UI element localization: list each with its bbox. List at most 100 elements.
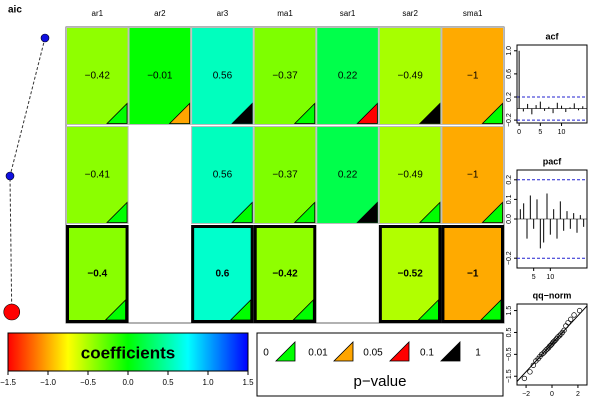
pvalue-triangle [106,201,128,223]
pvalue-triangle [168,102,191,124]
qq-point [521,375,528,382]
coef-label: −0.01 [147,71,173,82]
qq-point [541,349,548,355]
qq-line [517,305,587,382]
coef-cell [441,225,504,323]
pvalue-triangle [417,299,439,321]
pvalue-triangle [293,102,316,124]
y-tick-label: −0.5 [506,347,513,361]
coef-cell [191,225,254,323]
coef-label: −0.52 [397,269,423,280]
coef-cell [253,27,317,125]
panel-frame [516,44,588,124]
pvalue-triangle [481,102,503,124]
qq-point [552,337,559,343]
pvalue-break-label: 1 [475,348,481,359]
coef-label: −0.49 [397,71,423,82]
qq-point [555,334,561,340]
pvalue-triangle [293,201,316,223]
coef-cell [378,225,442,323]
pvalue-triangle [106,102,128,124]
coef-label: −1 [467,170,479,181]
aic-point [40,33,50,43]
column-label: sma1 [463,9,483,18]
pvalue-break-label: 0.1 [420,348,434,359]
qq-point [556,333,563,339]
pvalue-triangle [356,201,378,223]
coef-cell [378,126,442,224]
x-tick-label: −2 [522,391,530,398]
coef-label: −0.4 [87,269,107,280]
y-tick-label: 0.2 [506,92,513,102]
pvalue-swatch [440,341,461,362]
coef-cell [441,126,504,224]
colorbar-tick-label: −1.0 [40,378,56,387]
coef-cell [441,27,504,125]
pvalue-break-label: 0 [263,348,269,359]
pvalue-triangle [229,299,252,321]
pvalue-triangle [104,299,126,321]
colorbar-tick-label: 0.5 [162,378,174,387]
x-tick-label: 0 [517,129,521,136]
column-label: sar2 [402,9,418,18]
qq-point [563,323,569,329]
qq-point [561,327,567,333]
pvalue-swatch [333,341,354,362]
column-label: ar3 [217,9,229,18]
panel-title: qq−norm [533,290,572,300]
coef-label: 0.6 [215,269,229,280]
pvalue-break-label: 0.01 [308,348,328,359]
coef-label: −0.42 [272,269,298,280]
pvalue-triangle [418,201,441,223]
y-tick-label: 0.2 [506,175,513,185]
colorbar-tick-label: −0.5 [80,378,96,387]
pvalue-swatch [389,341,410,362]
y-tick-label: 0.0 [506,214,513,224]
pvalue-triangle [292,299,314,321]
panel-title: pacf [543,156,563,166]
qq-point [571,312,577,318]
pvalue-triangle [356,102,378,124]
coef-cell [378,27,442,125]
coef-cell [253,126,317,224]
y-tick-label: 0.6 [506,69,513,79]
coef-label: 0.22 [338,71,358,82]
coef-label: −0.37 [272,170,298,181]
colorbar-tick-label: 1.0 [202,378,214,387]
qq-point [576,307,583,314]
x-tick-label: 10 [546,274,554,281]
aic-line [9,37,46,313]
pvalue-triangle [480,299,502,321]
x-tick-label: 0 [550,391,554,398]
colorbar-tick-label: 0.0 [122,378,134,387]
coef-cell [66,225,129,323]
colorbar [7,332,249,372]
coef-cell [191,27,254,125]
y-tick-label: −0.2 [506,113,513,127]
colorbar-title: coefficients [81,343,175,362]
panel-title: aic [8,5,22,16]
pvalue-triangle [231,201,253,223]
x-tick-label: 10 [558,129,566,136]
x-tick-label: 5 [532,274,536,281]
x-tick-label: 5 [538,129,542,136]
pvalue-triangle [481,201,503,223]
coef-label: −0.37 [272,71,298,82]
panel-title: acf [545,31,559,41]
coef-cell [128,27,192,125]
coef-label: −1 [467,71,479,82]
coef-cell [66,126,129,224]
coef-label: −0.41 [85,170,111,181]
column-label: ar1 [92,9,104,18]
coef-cell [316,27,379,125]
y-tick-label: 1.0 [506,46,513,56]
coef-cell [191,126,254,224]
aic-point [5,171,15,181]
pvalue-break-label: 0.05 [363,348,383,359]
coef-label: 0.56 [213,170,233,181]
x-tick-label: 2 [576,391,580,398]
coef-cell [316,126,379,224]
qq-point [558,331,564,337]
qq-point [568,316,574,322]
